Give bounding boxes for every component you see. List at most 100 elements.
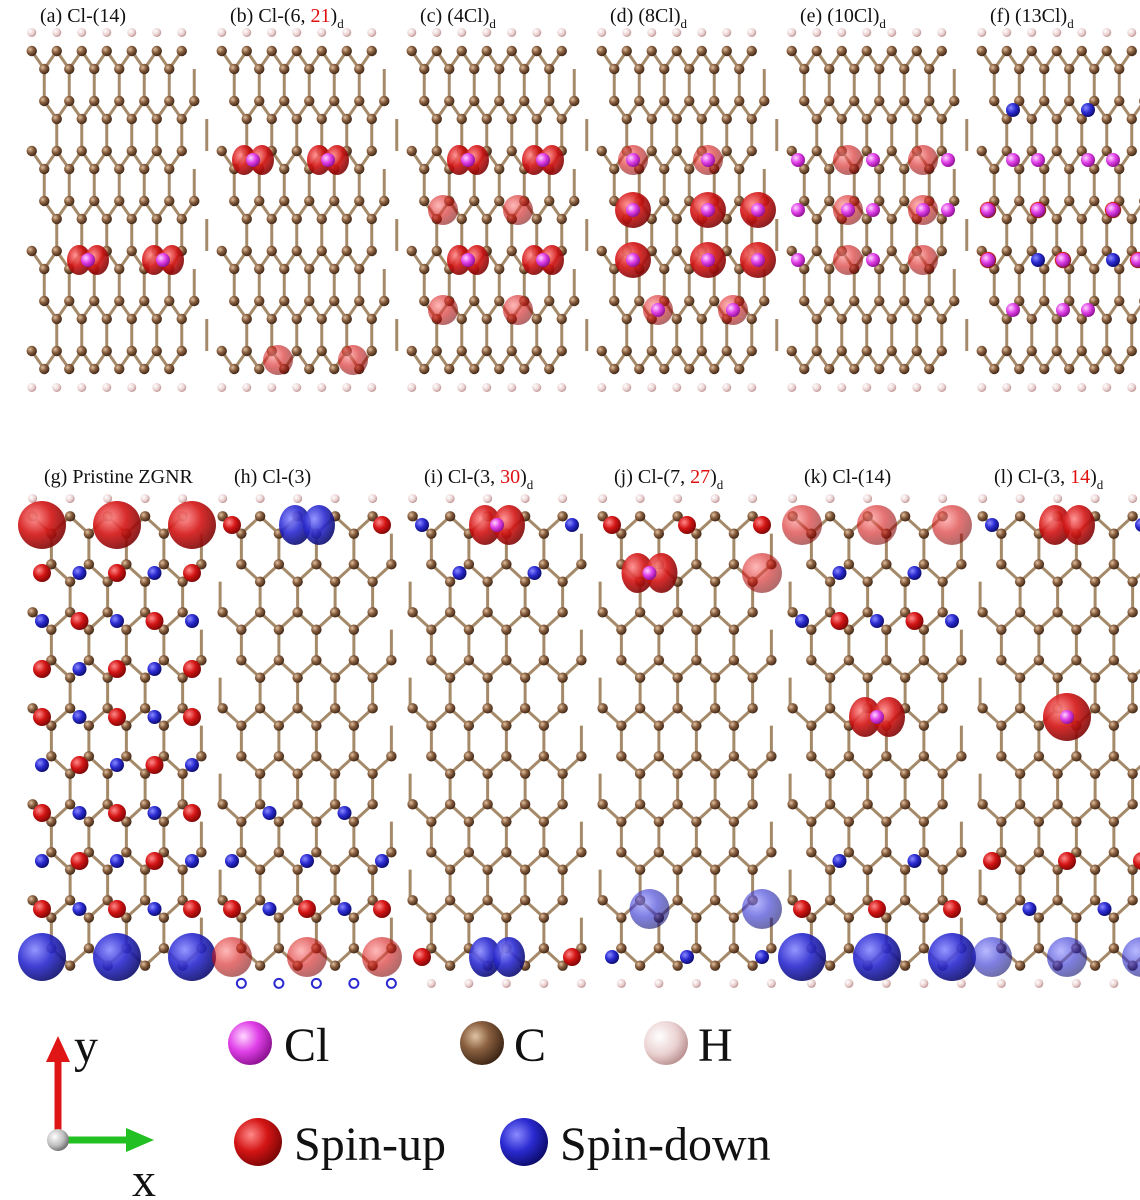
carbon-atom [728,559,740,570]
spin-up-atom [70,612,89,630]
carbon-atom [139,864,151,875]
carbon-atom [367,511,378,522]
carbon-atom [918,624,930,635]
carbon-atom [861,45,872,57]
carbon-atom [799,195,810,207]
carbon-atom [1014,95,1025,107]
carbon-atom [899,895,911,906]
carbon-atom [996,655,1007,666]
hydrogen-atom [532,383,542,392]
carbon-atom [538,655,550,666]
carbon-atom [158,943,170,954]
hydrogen-atom [1034,978,1044,988]
panel-label-j: (j) Cl-(7, 27)d [614,466,724,492]
lattice-b [216,28,399,392]
hydrogen-atom [806,978,816,988]
carbon-atom [481,345,492,357]
spin-up-atom [793,900,811,918]
hydrogen-atom [844,978,854,988]
hydrogen-atom [330,494,340,504]
spin-up-atom [373,516,391,534]
carbon-atom [1014,576,1026,587]
carbon-atom [463,847,475,858]
carbon-atom [1127,672,1138,683]
carbon-atom [456,213,467,225]
carbon-atom [799,263,810,275]
carbon-atom [506,345,517,357]
panel-label-f: (f) (13Cl)d [990,5,1074,31]
chlorine-atom [1056,303,1070,317]
carbon-atom [728,847,740,858]
carbon-atom [419,63,430,75]
hydrogen-atom [407,28,417,37]
carbon-atom [824,263,835,275]
spin-down-lobe [853,933,901,981]
carbon-atom [254,672,266,683]
carbon-atom [89,163,100,175]
carbon-atom [799,295,810,307]
carbon-atom [139,960,151,971]
carbon-atom [996,847,1007,858]
carbon-atom [936,345,947,357]
carbon-atom [899,195,910,207]
spin-down-atom [147,806,162,820]
carbon-atom [444,768,456,779]
spin-density-d [615,145,776,325]
spin-up-lobe [362,937,402,977]
spin-up-lobe [849,697,881,737]
spin-up-atom [108,708,126,726]
carbon-atom [501,624,512,635]
carbon-atom [501,720,512,731]
carbon-atom [556,313,567,325]
carbon-atom [102,576,113,587]
carbon-atom [506,45,517,57]
spin-down-atom [147,662,162,676]
hydrogen-atom [317,28,327,37]
carbon-atom [996,559,1007,570]
carbon-atom [367,799,378,810]
carbon-atom [482,864,493,875]
carbon-atom [1033,655,1045,666]
panel-f: (f) (13Cl)d [976,5,1140,392]
carbon-atom [621,45,632,57]
carbon-atom [126,213,137,225]
spin-down-atom [1106,253,1120,267]
carbon-atom [996,720,1007,731]
carbon-atom [217,799,228,810]
carbon-atom [83,943,95,954]
carbon-atom [672,607,683,618]
carbon-atom [596,45,607,57]
panel-label-l: (l) Cl-(3, 14)d [994,466,1104,492]
carbon-atom [139,895,151,906]
carbon-atom [311,624,322,635]
hydrogen-atom [1127,28,1137,37]
hydrogen-atom [977,383,987,392]
carbon-atom [46,559,57,570]
spin-up-lobe [503,295,533,325]
chlorine-atom [246,153,260,167]
carbon-atom [787,799,798,810]
carbon-atom [292,864,303,875]
carbon-atom [956,847,967,858]
hydrogen-atom [273,977,285,989]
hydrogen-atom [177,28,187,37]
carbon-atom [918,912,930,923]
carbon-atom [1076,45,1087,57]
carbon-atom [881,655,892,666]
hydrogen-atom [672,28,682,37]
carbon-atom [139,607,151,618]
spin-up-lobe [428,195,458,225]
carbon-atom [51,213,62,225]
carbon-atom [899,607,911,618]
carbon-atom [158,912,170,923]
chlorine-atom [941,203,955,217]
carbon-atom [1108,912,1120,923]
carbon-atom [354,63,365,75]
carbon-atom [1033,720,1045,731]
carbon-atom [924,63,935,75]
carbon-atom [1026,113,1037,125]
carbon-atom [881,847,892,858]
carbon-atom [806,847,817,858]
carbon-atom [709,576,721,587]
carbon-atom [354,95,365,107]
